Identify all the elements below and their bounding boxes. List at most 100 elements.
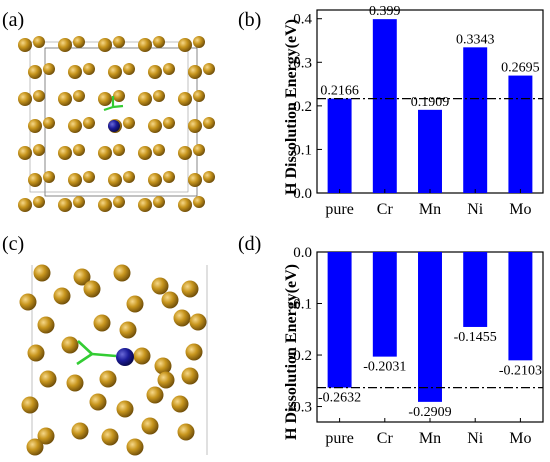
x-tick-label: Mo	[509, 430, 531, 447]
host-atom	[66, 374, 84, 392]
host-atom	[73, 196, 85, 208]
data-label: -0.2103	[499, 363, 542, 378]
host-atom	[193, 144, 205, 156]
solute-atom	[108, 120, 120, 132]
host-atom	[161, 291, 179, 309]
bond	[76, 352, 93, 366]
host-atom	[153, 144, 165, 156]
host-atom	[58, 38, 72, 52]
host-atom	[181, 367, 199, 385]
x-tick-label: Cr	[377, 201, 394, 218]
host-atom	[28, 119, 42, 133]
bond	[77, 340, 93, 355]
host-atom	[37, 427, 55, 445]
y-tick-label: -0.1	[288, 297, 312, 313]
host-atom	[113, 144, 125, 156]
panel-label-b: (b)	[238, 9, 261, 31]
plot-area-b: 0.0 0.1 0.2 0.3 0.4 pure 0.2166 Cr 0.399 Mn 0.1909…	[293, 4, 544, 218]
y-tick-label: 0.3	[293, 55, 312, 71]
host-atom	[171, 395, 189, 413]
y-tick-label: 0.1	[293, 142, 312, 158]
data-label: 0.3343	[456, 32, 495, 47]
x-tick-label: Mo	[509, 201, 531, 218]
host-atom	[123, 171, 135, 183]
host-atom	[126, 438, 144, 456]
y-tick-label: -0.3	[288, 400, 312, 416]
host-atom	[178, 146, 192, 160]
host-atom	[98, 92, 112, 106]
host-atom	[189, 313, 207, 331]
host-atom	[89, 393, 107, 411]
y-tick-label: -0.2	[288, 348, 312, 364]
data-label: -0.2031	[363, 360, 406, 375]
host-atom	[43, 63, 55, 75]
bond	[103, 105, 114, 112]
host-atom	[33, 144, 45, 156]
host-atom	[73, 144, 85, 156]
y-tick-label: 0.0	[293, 245, 312, 261]
host-atom	[163, 171, 175, 183]
bar-chart-b: (b) H Dissolution Energy(eV) 0.00.10.20.…	[238, 4, 544, 218]
x-tick-label: Mn	[419, 430, 441, 447]
host-atom	[68, 119, 82, 133]
host-atom	[138, 92, 152, 106]
host-atom	[98, 146, 112, 160]
plot-area-d: 0.0 -0.1 -0.2 -0.3 pure -0.2632 Cr -0.2031 Mn -0.…	[288, 245, 544, 447]
data-label: 0.2695	[501, 61, 540, 76]
panel-label-c: (c)	[2, 233, 24, 255]
host-atom	[83, 117, 95, 129]
bar-ni	[463, 252, 488, 327]
atom-lattice-c	[19, 264, 208, 456]
host-atom	[138, 38, 152, 52]
host-atom	[58, 198, 72, 212]
data-label: -0.1455	[454, 330, 497, 345]
data-label: 0.1909	[411, 95, 450, 110]
host-atom	[193, 90, 205, 102]
host-atom	[188, 173, 202, 187]
host-atom	[33, 36, 45, 48]
host-atom	[148, 65, 162, 79]
bond	[112, 104, 124, 109]
host-atom	[126, 295, 144, 313]
host-atom	[33, 90, 45, 102]
host-atom	[193, 196, 205, 208]
x-tick-label: pure	[325, 430, 353, 447]
host-atom	[138, 146, 152, 160]
host-atom	[68, 65, 82, 79]
host-atom	[68, 173, 82, 187]
host-atom	[28, 173, 42, 187]
host-atom	[163, 117, 175, 129]
bar-mn	[418, 109, 442, 193]
host-atom	[53, 287, 71, 305]
supercell-box-back	[29, 41, 189, 193]
host-atom	[119, 321, 137, 339]
host-atom	[99, 370, 117, 388]
host-atom	[101, 428, 119, 446]
host-atom	[141, 417, 159, 435]
data-label: 0.399	[369, 4, 401, 19]
data-label: 0.2166	[320, 84, 359, 99]
data-label: -0.2909	[408, 405, 451, 420]
host-atom	[33, 264, 51, 282]
host-atom	[58, 92, 72, 106]
host-atom	[203, 117, 215, 129]
host-atom	[37, 316, 55, 334]
y-tick-label: 0.2	[293, 99, 312, 115]
host-atom	[18, 198, 32, 212]
host-atom	[178, 38, 192, 52]
host-atom	[157, 371, 175, 389]
host-atom	[18, 146, 32, 160]
host-atom	[73, 268, 91, 286]
host-atom	[113, 36, 125, 48]
bar-mo	[508, 75, 533, 193]
host-atom	[146, 386, 164, 404]
host-atom	[39, 370, 57, 388]
host-atom	[28, 65, 42, 79]
host-atom	[188, 119, 202, 133]
host-atom	[153, 90, 165, 102]
host-atom	[108, 173, 122, 187]
host-atom	[43, 171, 55, 183]
host-atom	[153, 36, 165, 48]
host-atom	[33, 196, 45, 208]
panel-label-a: (a)	[2, 9, 24, 31]
